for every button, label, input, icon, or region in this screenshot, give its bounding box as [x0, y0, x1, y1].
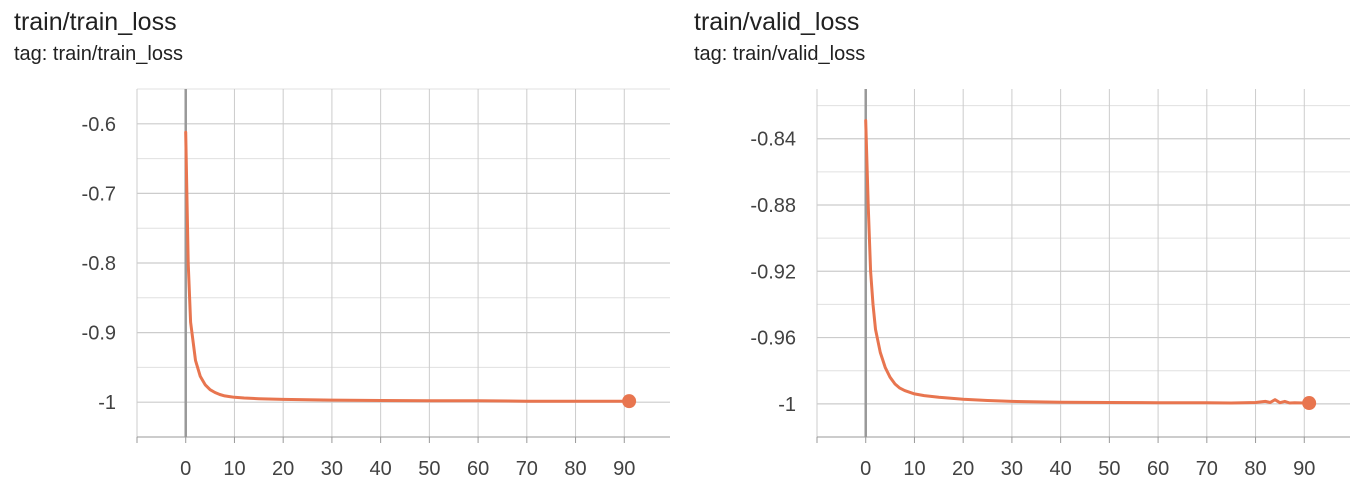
- y-tick-label: -0.8: [82, 253, 116, 275]
- x-tick-label: 70: [516, 458, 538, 480]
- x-tick-label: 80: [1244, 458, 1266, 480]
- x-tick-label: 0: [860, 458, 871, 480]
- x-tick-label: 60: [1147, 458, 1169, 480]
- x-tick-label: 80: [564, 458, 586, 480]
- y-tick-label: -0.96: [750, 328, 796, 350]
- x-tick-label: 90: [613, 458, 635, 480]
- y-tick-label: -1: [98, 392, 116, 414]
- x-tick-label: 30: [1001, 458, 1023, 480]
- y-tick-label: -0.84: [750, 129, 796, 151]
- x-tick-label: 20: [272, 458, 294, 480]
- series-end-point: [622, 394, 637, 409]
- y-tick-label: -0.7: [82, 183, 116, 205]
- y-tick-label: -0.6: [82, 114, 116, 136]
- chart-subtitle: tag: train/valid_loss: [694, 43, 866, 65]
- chart-title: train/train_loss: [14, 8, 177, 36]
- y-tick-label: -0.88: [750, 195, 796, 217]
- x-tick-label: 40: [370, 458, 392, 480]
- x-tick-label: 90: [1293, 458, 1315, 480]
- line-chart-valid-loss[interactable]: -0.84 -0.88 -0.92 -0.96 -1 0 10 20 30 40 50 60 70 80 9…: [680, 0, 1350, 488]
- chart-title: train/valid_loss: [694, 8, 860, 36]
- y-tick-label: -1: [778, 394, 796, 416]
- x-tick-label: 50: [418, 458, 440, 480]
- x-tick-label: 20: [952, 458, 974, 480]
- x-tick-label: 40: [1050, 458, 1072, 480]
- y-tick-label: -0.9: [82, 323, 116, 345]
- line-chart-train-loss[interactable]: -0.6 -0.7 -0.8 -0.9 -1 0 10 20 30 40 50 60 70 80 90: [0, 0, 670, 488]
- x-tick-label: 0: [180, 458, 191, 480]
- x-tick-label: 10: [223, 458, 245, 480]
- x-tick-label: 70: [1196, 458, 1218, 480]
- x-tick-label: 10: [903, 458, 925, 480]
- y-tick-label: -0.92: [750, 261, 796, 283]
- chart-card-valid-loss: train/valid_loss tag: train/valid_loss -…: [680, 0, 1350, 488]
- series-end-point: [1302, 396, 1317, 411]
- x-tick-label: 50: [1098, 458, 1120, 480]
- x-tick-label: 60: [467, 458, 489, 480]
- chart-card-train-loss: train/train_loss tag: train/train_loss -…: [0, 0, 670, 488]
- series-line: [184, 130, 631, 403]
- chart-subtitle: tag: train/train_loss: [14, 43, 183, 65]
- series-line: [864, 119, 1311, 405]
- x-tick-label: 30: [321, 458, 343, 480]
